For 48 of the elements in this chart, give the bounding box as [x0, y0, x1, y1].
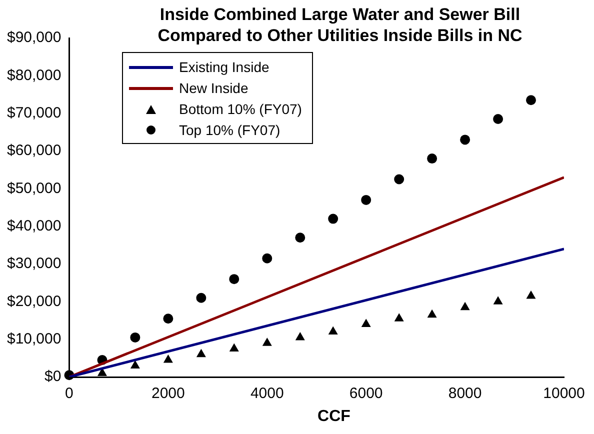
point [196, 292, 206, 303]
point [295, 232, 306, 243]
point [361, 194, 372, 205]
x-tick-label: 4000 [250, 385, 284, 402]
y-tick-label: $10,000 [6, 330, 62, 348]
y-tick-label: $30,000 [6, 255, 62, 272]
point [229, 274, 240, 284]
y-tick-label: $60,000 [6, 142, 62, 160]
legend-label: Bottom 10% (FY07) [179, 100, 302, 116]
x-tick-label: 10000 [543, 385, 585, 402]
point [460, 302, 470, 310]
point [328, 326, 338, 335]
point [427, 154, 438, 164]
point [296, 332, 305, 340]
x-axis-title: CCF [316, 408, 352, 426]
x-tick-label: 2000 [151, 385, 185, 402]
legend-label: New Inside [179, 80, 248, 96]
point [262, 338, 272, 346]
x-tick-label: 8000 [448, 385, 482, 402]
y-tick-label: $50,000 [6, 180, 62, 197]
legend-label: Existing Inside [179, 58, 270, 74]
point [394, 314, 404, 322]
point [196, 349, 206, 358]
point [130, 360, 140, 368]
point [494, 296, 502, 304]
point [130, 332, 140, 342]
point [428, 310, 436, 318]
point [493, 114, 504, 124]
point [163, 314, 174, 324]
point [164, 355, 173, 363]
x-tick-label: 6000 [349, 385, 383, 402]
y-tick-label: $90,000 [6, 29, 62, 46]
point [526, 95, 536, 106]
point [460, 134, 470, 145]
y-tick-label: $80,000 [6, 66, 62, 84]
point [262, 253, 272, 264]
chart-title: Inside Combined Large Water and Sewer Bill Compared to Other Utilities Inside Bills in NC [156, 4, 524, 46]
point [526, 291, 536, 299]
point [394, 174, 404, 184]
y-tick-label: $70,000 [6, 104, 62, 122]
legend-label: Top 10% (FY07) [179, 122, 280, 138]
point [230, 344, 239, 352]
point [362, 319, 370, 328]
y-tick-label: $20,000 [6, 292, 62, 310]
point [328, 214, 338, 224]
y-tick-label: $0 [44, 368, 62, 386]
y-tick-label: $40,000 [6, 217, 62, 234]
x-tick-label: 0 [65, 385, 74, 402]
